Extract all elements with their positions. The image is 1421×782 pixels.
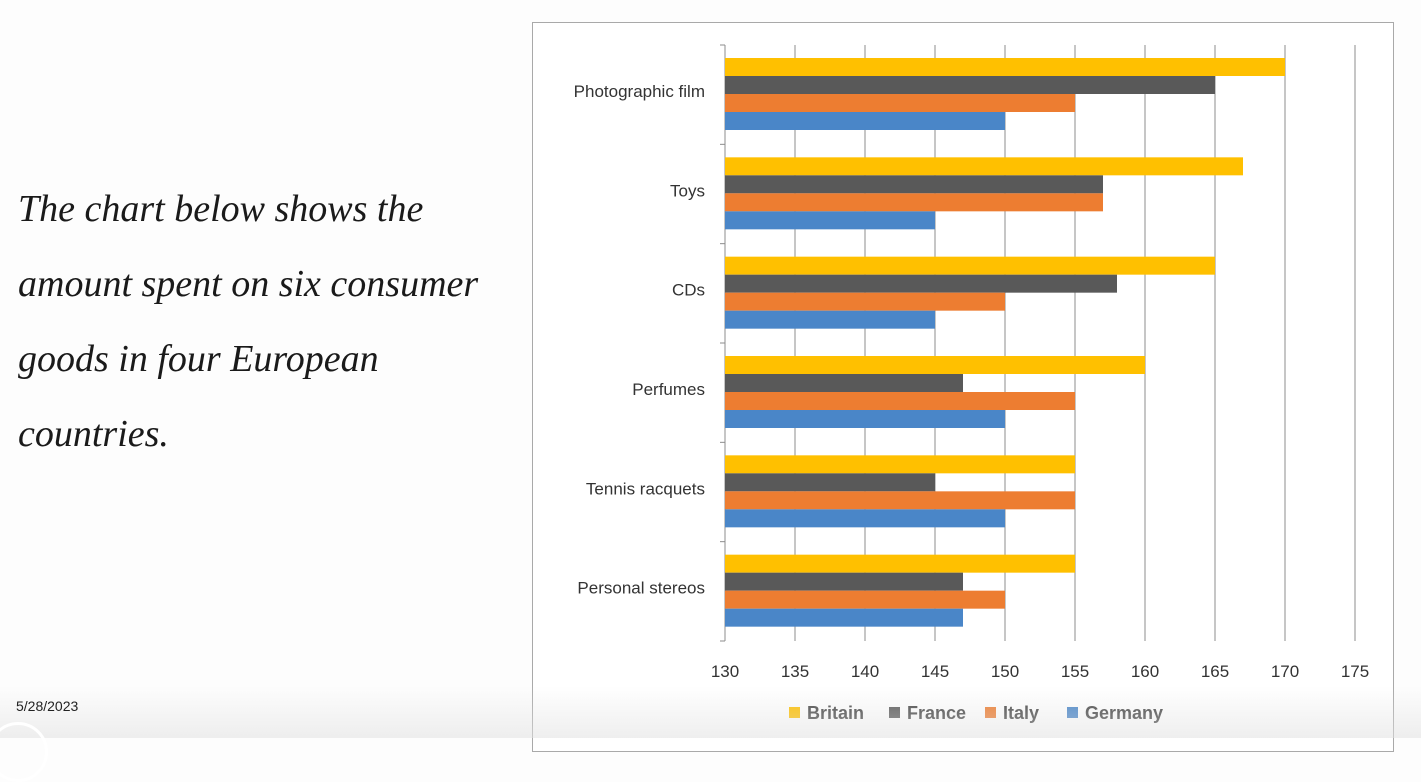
x-tick-label: 170 bbox=[1271, 662, 1299, 681]
category-label: Photographic film bbox=[574, 82, 705, 101]
bar-britain bbox=[725, 256, 1215, 275]
category-label: Personal stereos bbox=[577, 579, 705, 598]
bar-italy bbox=[725, 94, 1075, 112]
bar-italy bbox=[725, 590, 1005, 609]
bar-france bbox=[725, 374, 963, 392]
bar-germany bbox=[725, 608, 963, 627]
bar-britain bbox=[725, 455, 1075, 474]
bar-britain bbox=[725, 157, 1243, 176]
category-label: Toys bbox=[670, 181, 705, 200]
bottom-overlay bbox=[0, 686, 1421, 738]
x-tick-label: 175 bbox=[1341, 662, 1369, 681]
bar-germany bbox=[725, 112, 1005, 130]
slide-date: 5/28/2023 bbox=[16, 698, 79, 714]
bar-france bbox=[725, 175, 1103, 194]
x-tick-label: 140 bbox=[851, 662, 879, 681]
bar-britain bbox=[725, 554, 1075, 573]
bar-italy bbox=[725, 491, 1075, 510]
bar-germany bbox=[725, 509, 1005, 528]
chart-description: The chart below shows the amount spent o… bbox=[18, 188, 479, 455]
bar-italy bbox=[725, 292, 1005, 311]
category-label: CDs bbox=[672, 281, 705, 300]
x-tick-label: 135 bbox=[781, 662, 809, 681]
bar-chart: Photographic film Toys CDs Perfumes Tennis r… bbox=[574, 44, 1369, 723]
category-label: Perfumes bbox=[632, 380, 705, 399]
x-tick-label: 150 bbox=[991, 662, 1019, 681]
bar-italy bbox=[725, 193, 1103, 212]
bar-france bbox=[725, 76, 1215, 94]
x-tick-label: 165 bbox=[1201, 662, 1229, 681]
bar-germany bbox=[725, 410, 1005, 428]
chart-frame: Photographic film Toys CDs Perfumes Tennis r… bbox=[532, 22, 1394, 752]
bar-france bbox=[725, 473, 935, 492]
x-tick-label: 130 bbox=[711, 662, 739, 681]
bar-britain bbox=[725, 356, 1145, 374]
bar-germany bbox=[725, 310, 935, 329]
bar-france bbox=[725, 274, 1117, 293]
bar-britain bbox=[725, 58, 1285, 76]
x-tick-label: 160 bbox=[1131, 662, 1159, 681]
bar-france bbox=[725, 572, 963, 591]
bar-italy bbox=[725, 392, 1075, 410]
category-label: Tennis racquets bbox=[586, 479, 705, 498]
x-tick-label: 155 bbox=[1061, 662, 1089, 681]
x-tick-label: 145 bbox=[921, 662, 949, 681]
bar-germany bbox=[725, 211, 935, 230]
